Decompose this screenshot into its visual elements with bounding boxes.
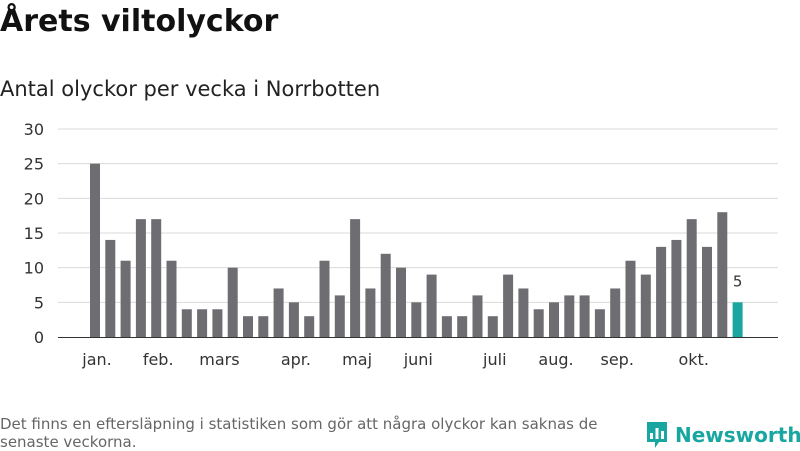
- bar-week-41: [702, 246, 712, 337]
- bar-week-15: [304, 316, 315, 337]
- bar-week-3: [120, 260, 131, 337]
- bar-week-35: [610, 288, 621, 337]
- bar-week-39: [671, 239, 682, 337]
- x-tick-label-juli: juli: [482, 350, 506, 369]
- y-tick-label-0: 0: [34, 328, 44, 347]
- bar-week-19: [365, 288, 376, 337]
- bar-chart: 0 5 10 15 20 25 30 5 jan. feb. mars apr. maj juni juli…: [24, 120, 778, 369]
- bar-week-8: [197, 309, 208, 337]
- bar-week-37: [640, 274, 651, 337]
- bar-week-36: [625, 260, 636, 337]
- bar-week-9: [212, 309, 223, 337]
- x-tick-label-aug: aug.: [538, 350, 573, 369]
- bar-week-16: [319, 260, 330, 337]
- bar-week-23: [426, 274, 437, 337]
- x-tick-label-jan: jan.: [81, 350, 111, 369]
- bar-week-12: [258, 316, 269, 337]
- newsworthy-logo-icon: [647, 422, 667, 448]
- bar-week-28: [503, 274, 514, 337]
- bar-week-22: [411, 302, 422, 337]
- bar-week-34: [594, 309, 605, 337]
- bar-week-1: [90, 163, 100, 337]
- x-tick-label-maj: maj: [342, 350, 372, 369]
- bar-week-7: [181, 309, 192, 337]
- bar-week-6: [166, 260, 177, 337]
- x-tick-label-apr: apr.: [281, 350, 311, 369]
- bar-week-38: [656, 246, 667, 337]
- bar-week-25: [457, 316, 468, 337]
- bar-week-18: [350, 219, 361, 337]
- bar-week-43: [732, 302, 743, 337]
- x-tick-label-feb: feb.: [143, 350, 174, 369]
- bar-week-40: [686, 219, 697, 337]
- y-tick-label-20: 20: [24, 189, 44, 208]
- y-tick-label-25: 25: [24, 155, 44, 174]
- bar-week-4: [135, 219, 146, 337]
- bar-week-32: [564, 295, 575, 337]
- x-tick-label-sep: sep.: [600, 350, 633, 369]
- bar-week-5: [151, 219, 162, 337]
- bar-week-26: [472, 295, 483, 337]
- brand-name: Newsworthy: [675, 423, 800, 447]
- y-tick-label-5: 5: [34, 293, 44, 312]
- bar-week-33: [579, 295, 590, 337]
- y-tick-label-10: 10: [24, 259, 44, 278]
- chart-title: Årets viltolyckor: [0, 4, 279, 39]
- bar-week-20: [380, 253, 391, 337]
- bar-week-21: [396, 267, 406, 337]
- highlight-data-label: 5: [733, 272, 743, 290]
- y-tick-label-30: 30: [24, 120, 44, 139]
- bar-week-29: [518, 288, 529, 337]
- bar-week-14: [288, 302, 299, 337]
- bar-week-17: [334, 295, 345, 337]
- y-tick-label-15: 15: [24, 224, 44, 243]
- bar-week-30: [533, 309, 544, 337]
- newsworthy-brand[interactable]: Newsworthy: [645, 420, 800, 450]
- bar-week-11: [243, 316, 253, 337]
- bar-week-24: [441, 316, 452, 337]
- bar-week-31: [549, 302, 559, 337]
- footnote: Det finns en eftersläpning i statistiken…: [0, 415, 598, 451]
- bar-week-42: [717, 212, 728, 337]
- bar-week-2: [105, 239, 116, 337]
- bar-week-10: [227, 267, 238, 337]
- x-tick-label-mars: mars: [199, 350, 239, 369]
- bar-week-27: [487, 316, 498, 337]
- x-tick-label-okt: okt.: [678, 350, 708, 369]
- bar-week-13: [273, 288, 284, 337]
- chart-subtitle: Antal olyckor per vecka i Norrbotten: [0, 77, 381, 101]
- x-tick-label-juni: juni: [403, 350, 433, 369]
